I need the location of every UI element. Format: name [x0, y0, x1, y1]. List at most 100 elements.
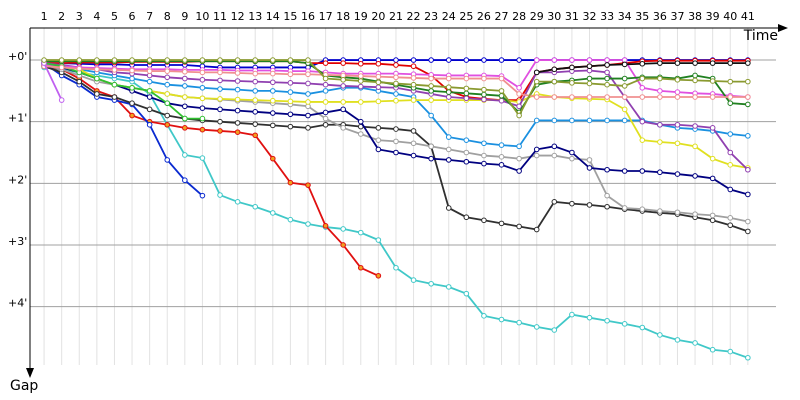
point [709, 155, 716, 162]
point [393, 74, 399, 81]
point [305, 80, 311, 87]
point [428, 88, 434, 94]
point [340, 242, 346, 248]
point [270, 210, 276, 216]
point [657, 88, 663, 94]
point [111, 81, 118, 88]
point [586, 157, 593, 163]
point [340, 99, 346, 105]
point [498, 88, 505, 94]
point [129, 67, 135, 74]
x-tick-label: 19 [354, 10, 368, 23]
point [604, 75, 610, 82]
point [463, 57, 470, 63]
point [76, 78, 83, 85]
point [234, 86, 241, 93]
point [357, 229, 364, 236]
point [745, 218, 751, 225]
point [340, 226, 346, 232]
point [569, 57, 575, 63]
x-tick-label: 12 [231, 10, 245, 23]
point [674, 121, 681, 128]
point [217, 69, 223, 76]
point [621, 61, 628, 68]
point [533, 69, 540, 76]
point [481, 96, 487, 103]
point [498, 316, 505, 323]
y-tick-label: +0' [8, 50, 27, 63]
x-tick-label: 35 [635, 10, 649, 23]
point [692, 173, 698, 179]
point [745, 133, 751, 139]
point [182, 152, 188, 158]
point [322, 109, 329, 116]
x-tick-label: 13 [248, 10, 262, 23]
point [287, 216, 294, 223]
point [375, 60, 382, 67]
x-tick-label: 8 [164, 10, 171, 23]
point [393, 97, 399, 104]
point [199, 115, 206, 122]
point [76, 65, 83, 72]
point [674, 337, 681, 343]
point [709, 60, 716, 66]
point [569, 155, 575, 162]
point [182, 177, 188, 184]
point [498, 75, 505, 82]
point [639, 206, 646, 213]
point [674, 140, 681, 147]
point [375, 98, 382, 105]
point [357, 264, 364, 271]
x-tick-label: 9 [181, 10, 188, 23]
point [129, 57, 135, 63]
point [322, 81, 329, 88]
point [322, 223, 329, 229]
point [551, 327, 558, 333]
point [709, 346, 716, 353]
point [569, 64, 575, 71]
point [182, 83, 188, 89]
point [146, 88, 153, 94]
point [604, 94, 610, 100]
point [270, 57, 276, 63]
point [657, 60, 663, 66]
point [692, 340, 698, 346]
point [516, 143, 522, 150]
point [481, 152, 487, 159]
point [217, 77, 223, 84]
point [463, 214, 470, 221]
point [322, 75, 329, 82]
x-tick-label: 38 [688, 10, 702, 23]
point [692, 123, 698, 129]
point [516, 168, 522, 174]
point [129, 112, 135, 119]
point [551, 152, 558, 159]
point [305, 125, 311, 131]
point [745, 228, 751, 235]
point [674, 209, 681, 216]
point [569, 94, 575, 100]
point [745, 166, 751, 173]
point [357, 83, 364, 90]
point [657, 121, 663, 128]
point [129, 75, 135, 82]
point [164, 74, 171, 81]
point [481, 57, 487, 63]
point [111, 67, 118, 73]
point [164, 100, 171, 106]
x-tick-label: 26 [477, 10, 491, 23]
point [393, 149, 399, 156]
point [199, 69, 206, 76]
point [745, 354, 751, 361]
x-tick-label: 34 [618, 10, 632, 23]
x-tick-label: 21 [389, 10, 403, 23]
point [445, 157, 452, 163]
x-tick-label: 39 [706, 10, 720, 23]
x-tick-label: 15 [283, 10, 297, 23]
point [58, 64, 65, 71]
point [498, 57, 505, 63]
point [569, 311, 575, 318]
point [199, 95, 206, 102]
point [428, 155, 434, 162]
point [375, 237, 382, 243]
